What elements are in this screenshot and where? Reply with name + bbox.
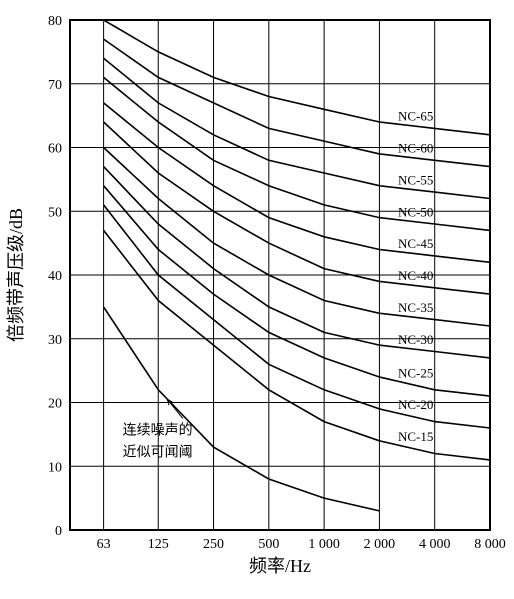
x-tick-125: 125 <box>148 537 169 552</box>
y-tick-60: 60 <box>48 142 62 157</box>
x-tick-4000: 4 000 <box>419 537 451 552</box>
y-tick-80: 80 <box>48 14 62 29</box>
y-tick-20: 20 <box>48 397 62 412</box>
y-tick-10: 10 <box>48 460 62 475</box>
label-NC-55: NC-55 <box>398 172 433 187</box>
label-NC-65: NC-65 <box>398 109 433 124</box>
label-NC-20: NC-20 <box>398 397 433 412</box>
label-NC-15: NC-15 <box>398 429 433 444</box>
chart-svg: 0 10 20 30 40 50 60 70 80 63 125 250 500 1 000 2 000 4 … <box>0 0 514 599</box>
label-NC-60: NC-60 <box>398 141 433 156</box>
x-tick-250: 250 <box>203 537 224 552</box>
nc-curves-chart: 0 10 20 30 40 50 60 70 80 63 125 250 500 1 000 2 000 4 … <box>0 0 514 599</box>
label-NC-45: NC-45 <box>398 236 433 251</box>
x-tick-8000: 8 000 <box>474 537 506 552</box>
y-axis-label: 倍频带声压级/dB <box>6 208 26 342</box>
label-NC-30: NC-30 <box>398 332 433 347</box>
label-NC-40: NC-40 <box>398 268 433 283</box>
x-tick-500: 500 <box>258 537 279 552</box>
x-tick-1000: 1 000 <box>308 537 340 552</box>
x-axis-label: 频率/Hz <box>249 556 311 576</box>
annotation-line2: 近似可闻阈 <box>123 445 193 461</box>
y-tick-70: 70 <box>48 78 62 93</box>
x-tick-63: 63 <box>97 537 111 552</box>
y-tick-40: 40 <box>48 269 62 284</box>
annotation-line1: 连续噪声的 <box>123 421 193 438</box>
y-tick-50: 50 <box>48 205 62 220</box>
y-tick-0: 0 <box>55 524 62 539</box>
label-NC-25: NC-25 <box>398 365 433 380</box>
x-tick-2000: 2 000 <box>364 537 396 552</box>
y-tick-30: 30 <box>48 333 62 348</box>
label-NC-35: NC-35 <box>398 300 433 315</box>
label-NC-50: NC-50 <box>398 204 433 219</box>
